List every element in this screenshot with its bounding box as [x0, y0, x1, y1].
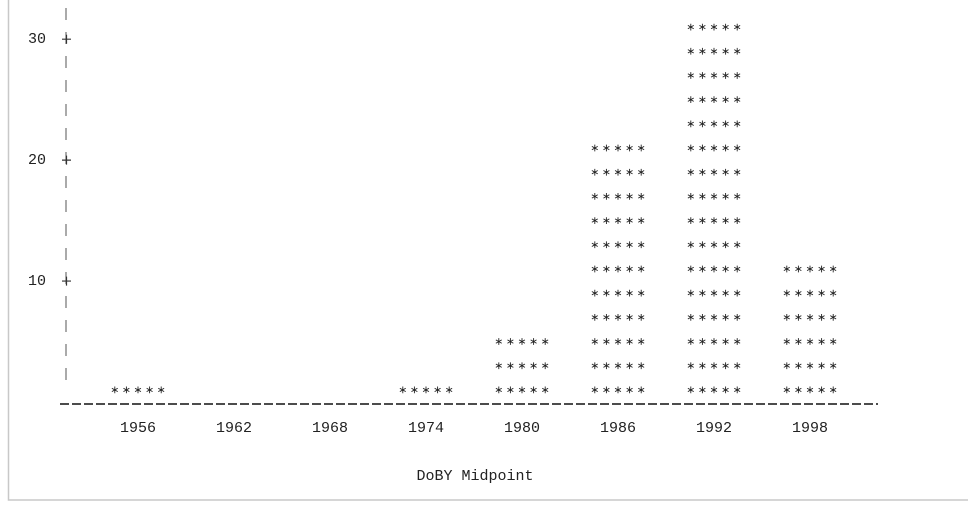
bar — [496, 338, 548, 393]
tick-mark — [62, 277, 71, 286]
x-tick-label: 1968 — [312, 420, 348, 437]
x-tick-label: 1986 — [600, 420, 636, 437]
y-tick-label: 30 — [28, 31, 46, 48]
x-axis-label: DoBY Midpoint — [416, 468, 533, 485]
x-tick-label: 1956 — [120, 420, 156, 437]
bar — [112, 387, 164, 394]
x-tick-label: 1974 — [408, 420, 444, 437]
x-tick-label: 1998 — [792, 420, 828, 437]
bar — [688, 24, 740, 394]
bar — [400, 387, 452, 394]
x-tick-label: 1962 — [216, 420, 252, 437]
x-tick-label: 1992 — [696, 420, 732, 437]
bar — [592, 145, 644, 394]
tick-mark — [62, 156, 71, 165]
x-tick-label: 1980 — [504, 420, 540, 437]
y-tick-label: 10 — [28, 273, 46, 290]
y-tick-label: 20 — [28, 152, 46, 169]
bar — [784, 266, 836, 394]
tick-mark — [62, 35, 71, 44]
